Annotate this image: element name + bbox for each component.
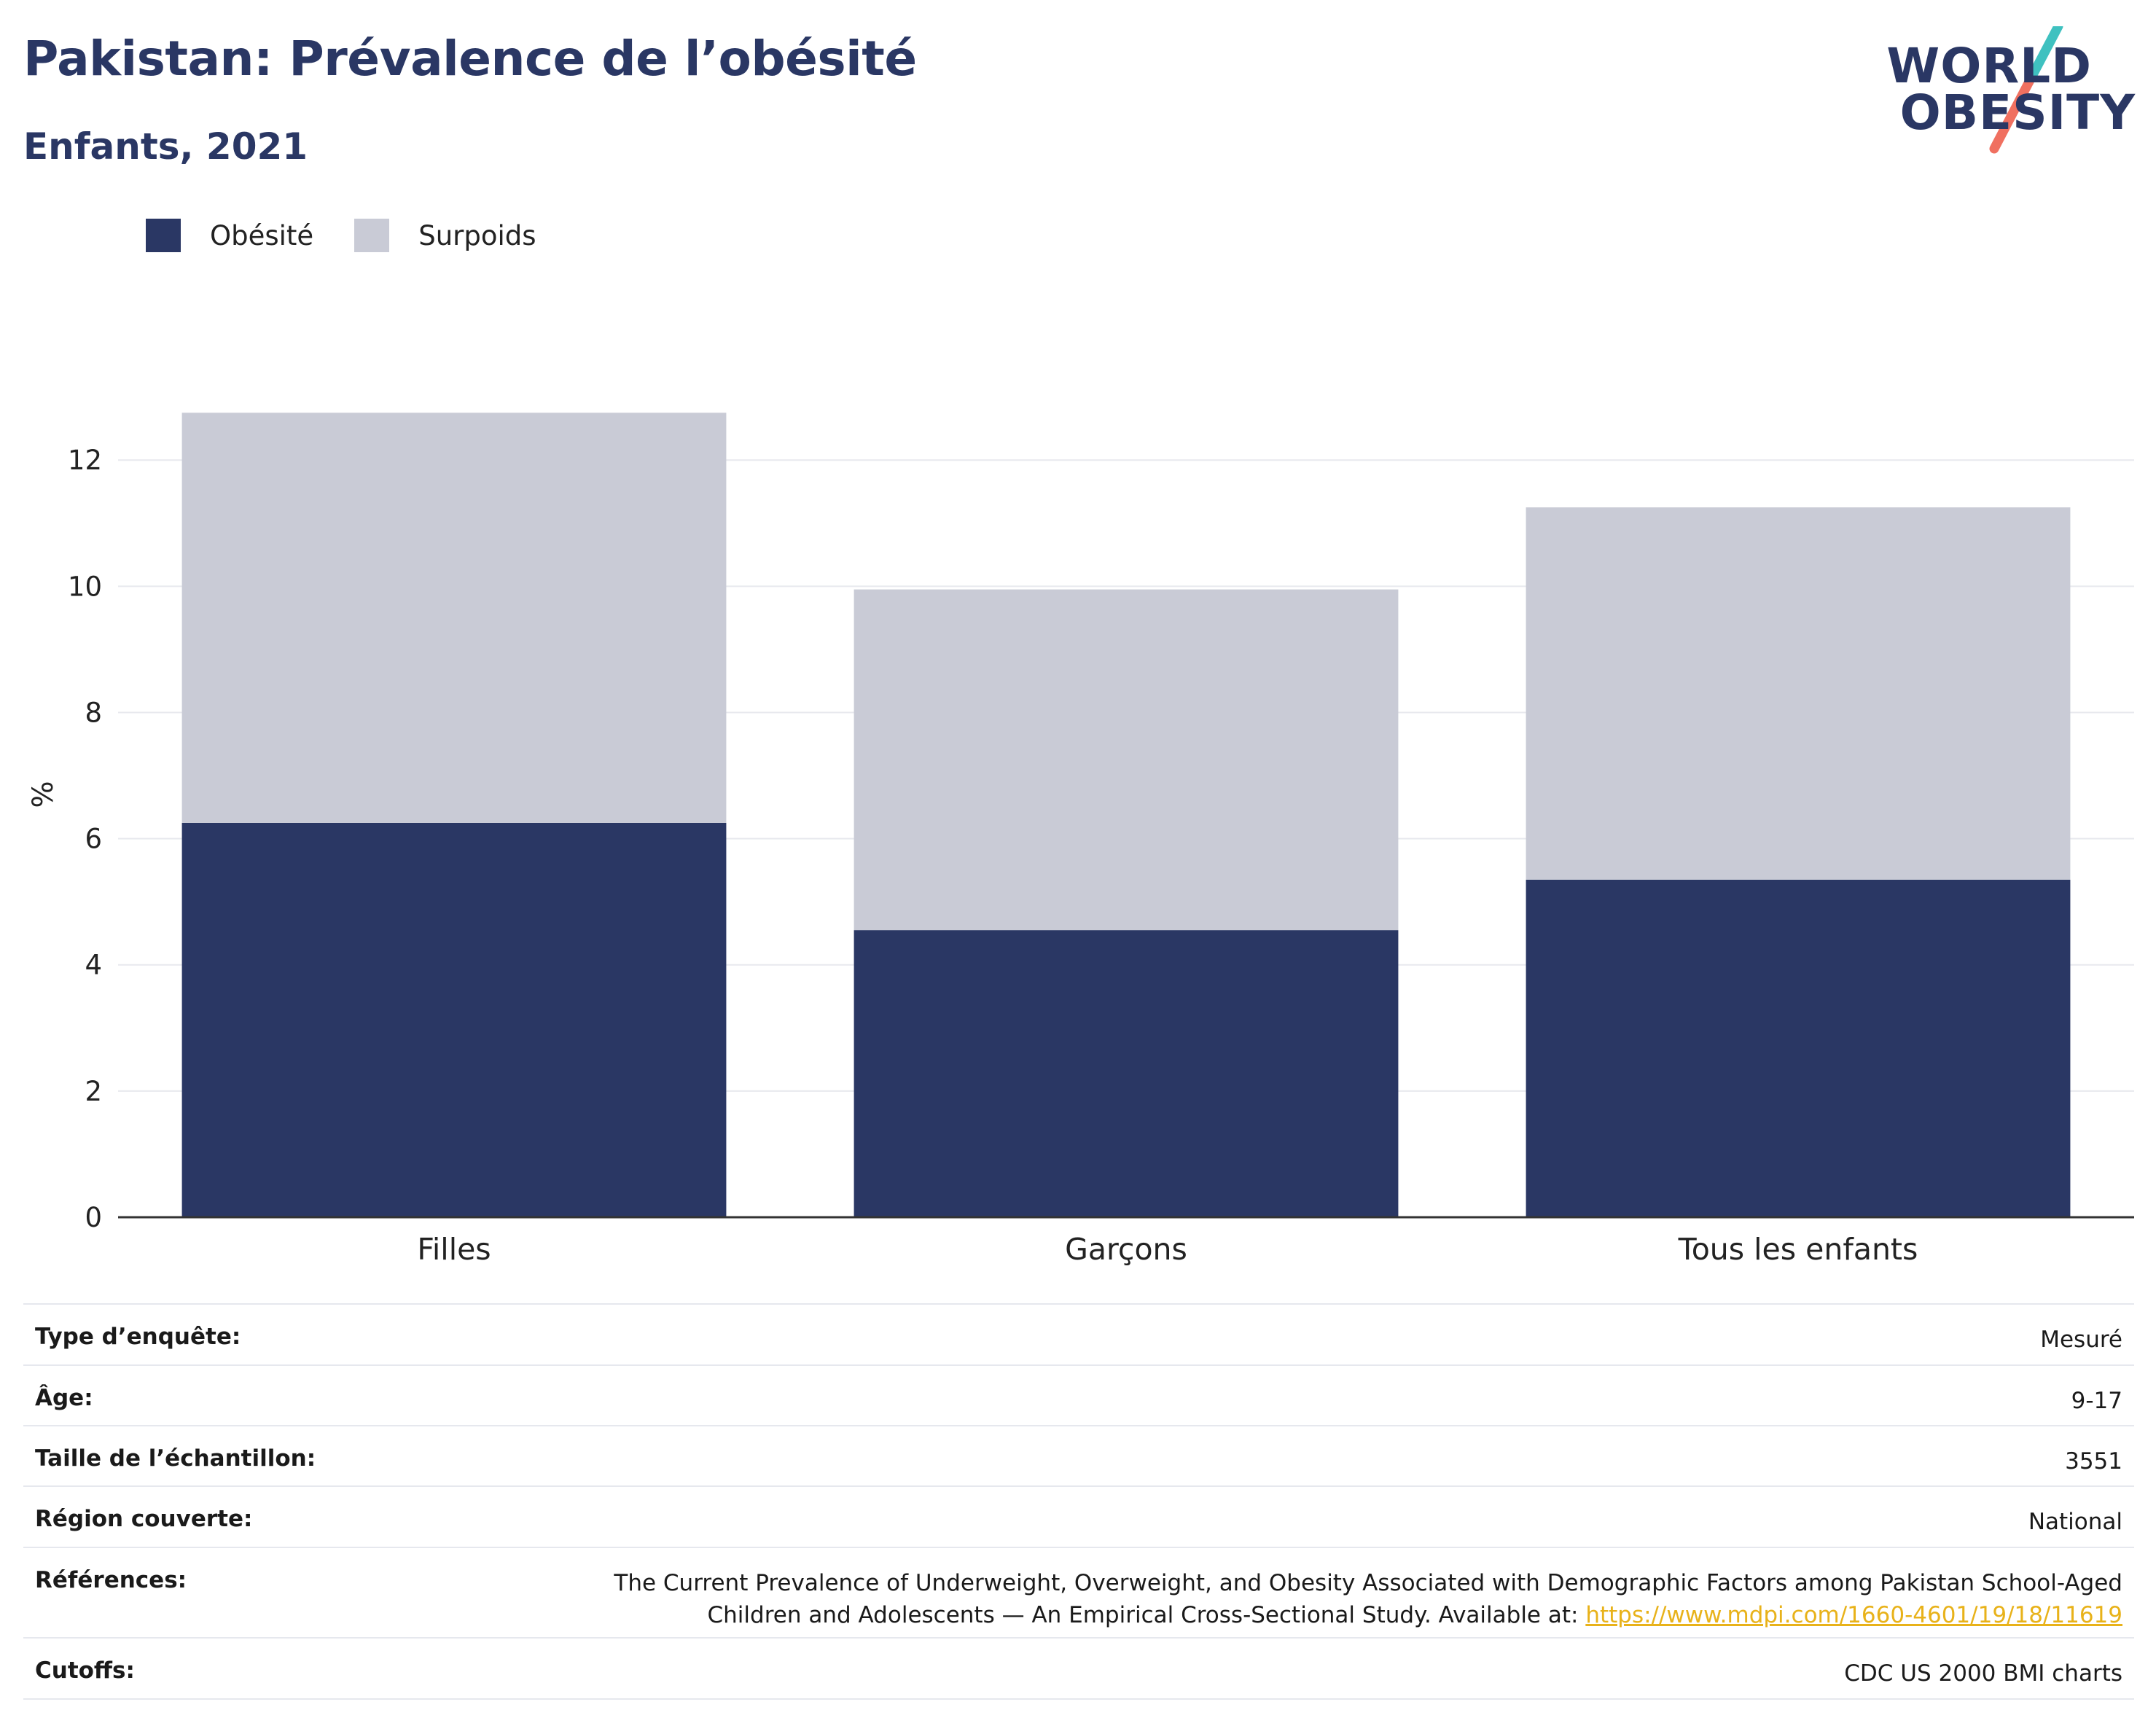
info-label-region: Région couverte: bbox=[35, 1506, 253, 1532]
y-axis-label: % bbox=[27, 781, 60, 808]
logo-slash-bottom bbox=[1989, 77, 2034, 154]
y-tick-label-8: 8 bbox=[85, 697, 102, 728]
page-title: Pakistan: Prévalence de l’obésité bbox=[23, 31, 917, 87]
world-obesity-logo: WORLD OBESITY bbox=[1886, 26, 2136, 157]
info-value-survey-type: Mesuré bbox=[2040, 1327, 2122, 1353]
logo-text-obesity: OBESITY bbox=[1899, 85, 2136, 141]
logo-slash-icon bbox=[1989, 26, 2063, 154]
info-table: Type d’enquête: Mesuré Âge: 9-17 Taille … bbox=[23, 1303, 2134, 1700]
reference-link[interactable]: https://www.mdpi.com/1660-4601/19/18/116… bbox=[1585, 1602, 2122, 1628]
reference-text-line1: The Current Prevalence of Underweight, O… bbox=[614, 1570, 2122, 1596]
info-row-references: Références: The Current Prevalence of Un… bbox=[23, 1547, 2134, 1637]
logo-text-world: WORLD bbox=[1886, 38, 2092, 94]
bar-gar-ons-series-1 bbox=[854, 589, 1399, 931]
stacked-bar-chart: 0 2 4 6 8 10 12% Filles Garçons Tous les enfants bbox=[27, 413, 2134, 1267]
info-row-age: Âge: 9-17 bbox=[23, 1364, 2134, 1425]
info-label-sample-size: Taille de l’échantillon: bbox=[35, 1445, 316, 1472]
page-subtitle: Enfants, 2021 bbox=[23, 125, 308, 168]
bar-tous-les-enfants-series-0 bbox=[1526, 879, 2071, 1217]
info-value-region: National bbox=[2028, 1509, 2122, 1535]
legend-swatch-surpoids bbox=[354, 219, 390, 252]
legend-item-surpoids[interactable]: Surpoids bbox=[354, 219, 536, 252]
y-tick-label-2: 2 bbox=[85, 1076, 102, 1107]
x-tick-label-1: Garçons bbox=[1065, 1232, 1187, 1267]
legend-label-obesite: Obésité bbox=[210, 219, 314, 251]
bar-gar-ons-series-0 bbox=[854, 930, 1399, 1217]
info-label-age: Âge: bbox=[35, 1385, 93, 1411]
x-tick-label-2: Tous les enfants bbox=[1678, 1232, 1918, 1267]
info-row-survey-type: Type d’enquête: Mesuré bbox=[23, 1303, 2134, 1364]
bar-tous-les-enfants-series-1 bbox=[1526, 507, 2071, 880]
info-label-references: Références: bbox=[35, 1567, 187, 1593]
reference-text-line2: Children and Adolescents — An Empirical … bbox=[707, 1602, 1586, 1628]
x-tick-label-0: Filles bbox=[417, 1232, 491, 1267]
info-row-cutoffs: Cutoffs: CDC US 2000 BMI charts bbox=[23, 1637, 2134, 1700]
y-tick-label-6: 6 bbox=[85, 824, 102, 855]
chart-legend: Obésité Surpoids bbox=[146, 219, 577, 252]
info-value-cutoffs: CDC US 2000 BMI charts bbox=[1844, 1660, 2122, 1687]
y-tick-label-4: 4 bbox=[85, 950, 102, 981]
legend-label-surpoids: Surpoids bbox=[418, 219, 536, 251]
info-row-region: Région couverte: National bbox=[23, 1485, 2134, 1547]
y-tick-label-0: 0 bbox=[85, 1202, 102, 1233]
info-row-sample-size: Taille de l’échantillon: 3551 bbox=[23, 1425, 2134, 1485]
legend-swatch-obesite bbox=[146, 219, 181, 252]
legend-item-obesite[interactable]: Obésité bbox=[146, 219, 313, 252]
bar-filles-series-0 bbox=[181, 822, 727, 1217]
y-tick-label-10: 10 bbox=[68, 571, 102, 602]
info-value-age: 9-17 bbox=[2071, 1388, 2122, 1414]
bar-filles-series-1 bbox=[181, 413, 727, 823]
info-label-survey-type: Type d’enquête: bbox=[35, 1324, 241, 1350]
info-value-references: The Current Prevalence of Underweight, O… bbox=[614, 1567, 2122, 1631]
info-value-sample-size: 3551 bbox=[2065, 1448, 2122, 1475]
logo-slash-top bbox=[2024, 26, 2063, 87]
y-tick-label-12: 12 bbox=[68, 445, 102, 476]
info-label-cutoffs: Cutoffs: bbox=[35, 1657, 135, 1684]
